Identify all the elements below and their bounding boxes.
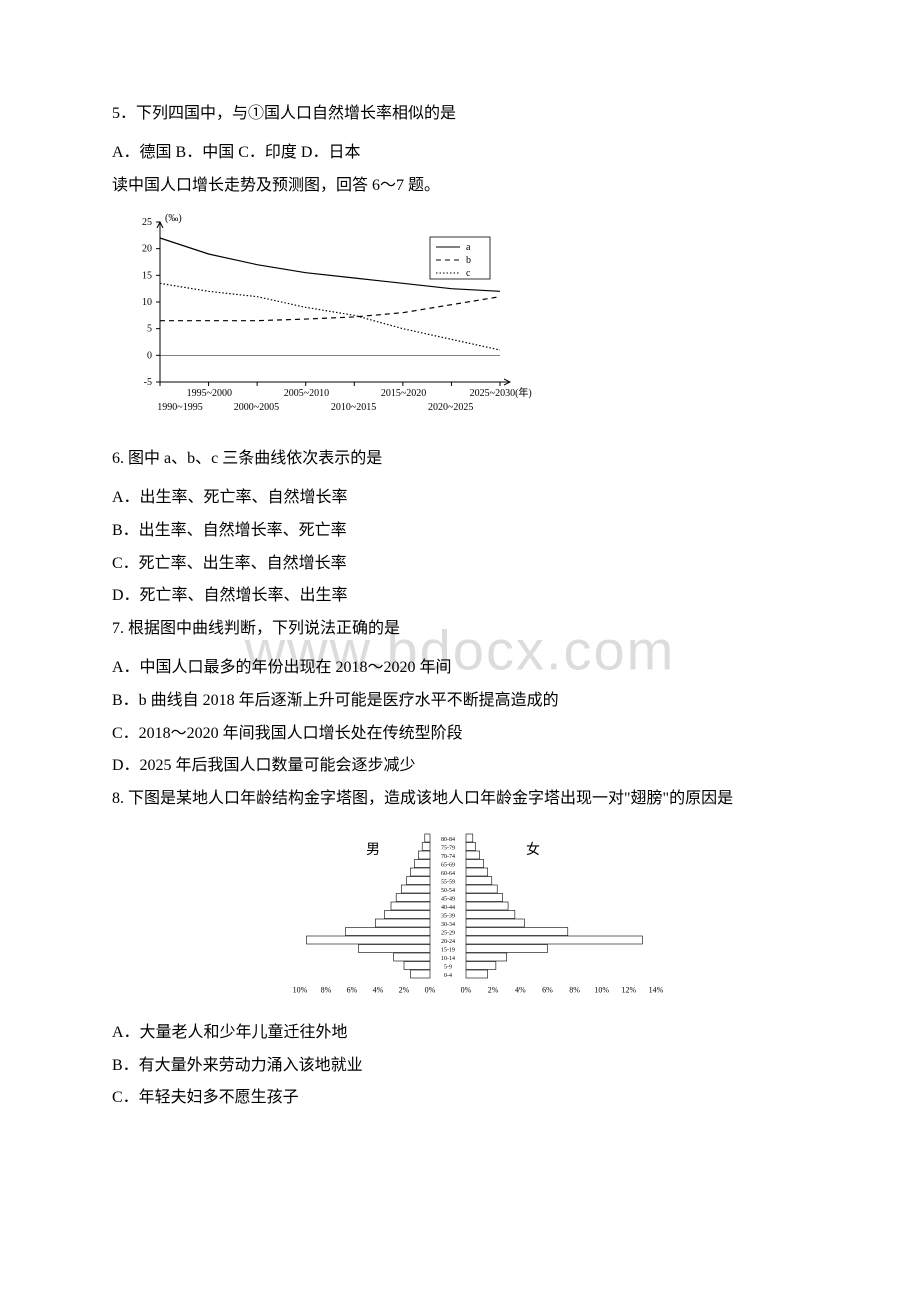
svg-text:4%: 4% <box>373 985 384 994</box>
q8-optB: B．有大量外来劳动力涌入该地就业 <box>80 1052 840 1081</box>
svg-text:14%: 14% <box>649 985 664 994</box>
svg-text:c: c <box>466 268 471 279</box>
svg-text:10: 10 <box>142 297 152 308</box>
svg-text:50-54: 50-54 <box>441 888 455 894</box>
q6-optD: D．死亡率、自然增长率、出生率 <box>80 582 840 611</box>
svg-text:6%: 6% <box>347 985 358 994</box>
svg-text:25-29: 25-29 <box>441 930 455 936</box>
svg-text:5: 5 <box>147 324 152 335</box>
svg-text:1995~2000: 1995~2000 <box>187 388 232 399</box>
svg-text:0: 0 <box>147 351 152 362</box>
q8-optC: C．年轻夫妇多不愿生孩子 <box>80 1084 840 1113</box>
svg-text:10%: 10% <box>293 985 308 994</box>
svg-text:2000~2005: 2000~2005 <box>234 402 279 413</box>
svg-text:45-49: 45-49 <box>441 896 455 902</box>
chart-pyramid: 男 女 80-84 75-79 70-74 65-69 60-64 55-59 50-54 45-… <box>100 826 820 1007</box>
svg-text:15: 15 <box>142 271 152 282</box>
svg-text:30-34: 30-34 <box>441 922 455 928</box>
svg-text:20: 20 <box>142 244 152 255</box>
svg-text:6%: 6% <box>542 985 553 994</box>
svg-text:15-19: 15-19 <box>441 947 455 953</box>
svg-text:65-69: 65-69 <box>441 862 455 868</box>
svg-text:12%: 12% <box>622 985 637 994</box>
q6-text: 6. 图中 a、b、c 三条曲线依次表示的是 <box>80 445 840 474</box>
svg-text:2015~2020: 2015~2020 <box>381 388 426 399</box>
q7-optC: C．2018～2020 年间我国人口增长处在传统型阶段 <box>80 720 840 749</box>
svg-text:4%: 4% <box>515 985 526 994</box>
svg-text:35-39: 35-39 <box>441 913 455 919</box>
svg-text:2020~2025: 2020~2025 <box>428 402 473 413</box>
svg-text:2%: 2% <box>488 985 499 994</box>
q8-optA: A．大量老人和少年儿童迁往外地 <box>80 1019 840 1048</box>
q5-text: 5．下列四国中，与①国人口自然增长率相似的是 <box>80 100 840 129</box>
document-content: 5．下列四国中，与①国人口自然增长率相似的是 A．德国 B．中国 C．印度 D．… <box>80 100 840 1113</box>
svg-text:(‰): (‰) <box>165 213 182 224</box>
svg-text:40-44: 40-44 <box>441 905 455 911</box>
svg-text:80-84: 80-84 <box>441 837 455 843</box>
svg-text:0%: 0% <box>425 985 436 994</box>
svg-text:男: 男 <box>366 843 380 858</box>
q7-optB: B．b 曲线自 2018 年后逐渐上升可能是医疗水平不断提高造成的 <box>80 687 840 716</box>
svg-text:10-14: 10-14 <box>441 956 455 962</box>
q6-optC: C．死亡率、出生率、自然增长率 <box>80 550 840 579</box>
svg-text:10%: 10% <box>594 985 609 994</box>
svg-text:20-24: 20-24 <box>441 939 455 945</box>
q7-optD: D．2025 年后我国人口数量可能会逐步减少 <box>80 752 840 781</box>
svg-text:2%: 2% <box>399 985 410 994</box>
chart-line: -5 0 5 10 15 20 25 (‰) 1995~2000 2005~2010 2015~20… <box>100 212 820 433</box>
q7-optA: A．中国人口最多的年份出现在 2018～2020 年间 <box>80 654 840 683</box>
svg-text:55-59: 55-59 <box>441 879 455 885</box>
q6-optA: A．出生率、死亡率、自然增长率 <box>80 484 840 513</box>
svg-text:2025~2030(年): 2025~2030(年) <box>470 386 532 399</box>
svg-text:-5: -5 <box>144 377 152 388</box>
svg-text:a: a <box>466 242 471 253</box>
svg-text:b: b <box>466 255 471 266</box>
svg-text:8%: 8% <box>321 985 332 994</box>
svg-text:25: 25 <box>142 217 152 228</box>
svg-text:0-4: 0-4 <box>444 973 452 979</box>
svg-text:2005~2010: 2005~2010 <box>284 388 329 399</box>
svg-text:8%: 8% <box>569 985 580 994</box>
svg-text:1990~1995: 1990~1995 <box>157 402 202 413</box>
intro-6-7: 读中国人口增长走势及预测图，回答 6～7 题。 <box>80 172 840 201</box>
q7-text: 7. 根据图中曲线判断，下列说法正确的是 <box>80 615 840 644</box>
svg-text:70-74: 70-74 <box>441 854 455 860</box>
svg-text:60-64: 60-64 <box>441 871 455 877</box>
svg-text:5-9: 5-9 <box>444 964 452 970</box>
svg-text:女: 女 <box>526 841 540 858</box>
svg-text:0%: 0% <box>461 985 472 994</box>
svg-text:75-79: 75-79 <box>441 845 455 851</box>
q5-options: A．德国 B．中国 C．印度 D．日本 <box>80 139 840 168</box>
q6-optB: B．出生率、自然增长率、死亡率 <box>80 517 840 546</box>
svg-text:2010~2015: 2010~2015 <box>331 402 376 413</box>
q8-text: 8. 下图是某地人口年龄结构金字塔图，造成该地人口年龄金字塔出现一对"翅膀"的原… <box>80 785 840 814</box>
